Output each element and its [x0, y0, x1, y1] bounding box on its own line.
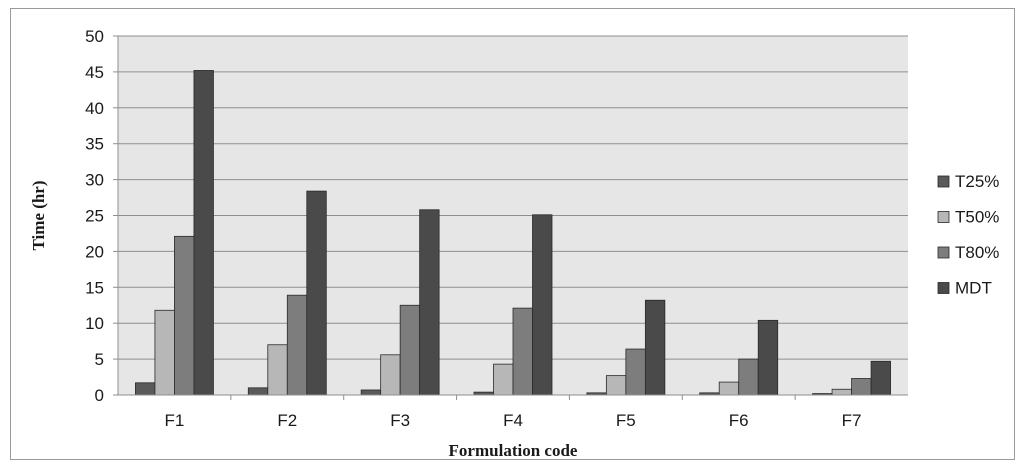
x-tick-label: F3: [390, 411, 410, 430]
bars: [135, 70, 891, 396]
gridlines: [118, 35, 908, 360]
y-tick-label: 0: [95, 386, 104, 405]
legend-label: T80%: [955, 243, 999, 262]
y-tick-label: 20: [85, 242, 104, 261]
bar-t80-f4: [512, 307, 533, 396]
bar-mdt-f3: [419, 209, 440, 396]
bar-mdt-f1: [193, 70, 214, 396]
bar-t25-f3: [360, 389, 382, 396]
x-tick-label: F7: [842, 411, 862, 430]
bar-mdt-f4: [532, 214, 553, 396]
y-tick-label: 30: [85, 171, 104, 190]
bar-t80-f2: [286, 294, 308, 396]
legend-label: T50%: [955, 208, 999, 227]
legend-swatch: [937, 282, 950, 294]
bar-t80-f3: [399, 304, 421, 396]
y-tick-label: 15: [85, 278, 104, 297]
x-tick-label: F5: [616, 411, 636, 430]
bar-t25-f2: [247, 387, 269, 396]
y-axis-title: Time (hr): [29, 180, 48, 250]
bar-t80-f7: [851, 378, 872, 396]
y-tick-label: 5: [95, 350, 104, 369]
y-tick-label: 45: [85, 63, 104, 82]
bar-t50-f3: [380, 354, 401, 396]
bar-t50-f7: [831, 388, 852, 396]
x-tick-label: F6: [729, 411, 749, 430]
legend-label: MDT: [955, 279, 992, 298]
bar-t25-f1: [135, 382, 156, 396]
legend-swatch: [937, 175, 950, 188]
bar-t50-f1: [154, 309, 175, 396]
x-axis-ticks: F1 F2 F3 F4 F5 F6 F7: [165, 395, 862, 430]
y-axis-ticks: 0 5 10 15 20 25 30 35 40 45 50: [85, 27, 118, 405]
y-tick-label: 40: [85, 99, 104, 118]
y-tick-label: 50: [85, 27, 104, 46]
legend: T25% T50% T80% MDT: [937, 172, 999, 298]
bar-t80-f5: [625, 348, 646, 396]
x-tick-label: F1: [165, 411, 185, 430]
y-tick-label: 25: [85, 207, 104, 226]
bar-t50-f6: [718, 381, 740, 396]
bar-t80-f1: [174, 235, 195, 396]
legend-swatch: [937, 246, 950, 259]
x-tick-label: F4: [503, 411, 523, 430]
y-tick-label: 10: [85, 314, 104, 333]
x-tick-label: F2: [277, 411, 297, 430]
legend-swatch: [937, 211, 950, 223]
bar-t80-f6: [738, 358, 759, 396]
bar-mdt-f7: [870, 360, 891, 396]
bar-t50-f4: [493, 363, 514, 396]
bar-mdt-f5: [644, 299, 666, 396]
bar-t50-f5: [605, 375, 627, 396]
bar-mdt-f6: [757, 319, 779, 396]
y-tick-label: 35: [85, 135, 104, 154]
bar-mdt-f2: [306, 190, 327, 396]
legend-label: T25%: [955, 172, 999, 191]
x-axis-title: Formulation code: [449, 441, 578, 460]
bar-t50-f2: [267, 344, 288, 396]
